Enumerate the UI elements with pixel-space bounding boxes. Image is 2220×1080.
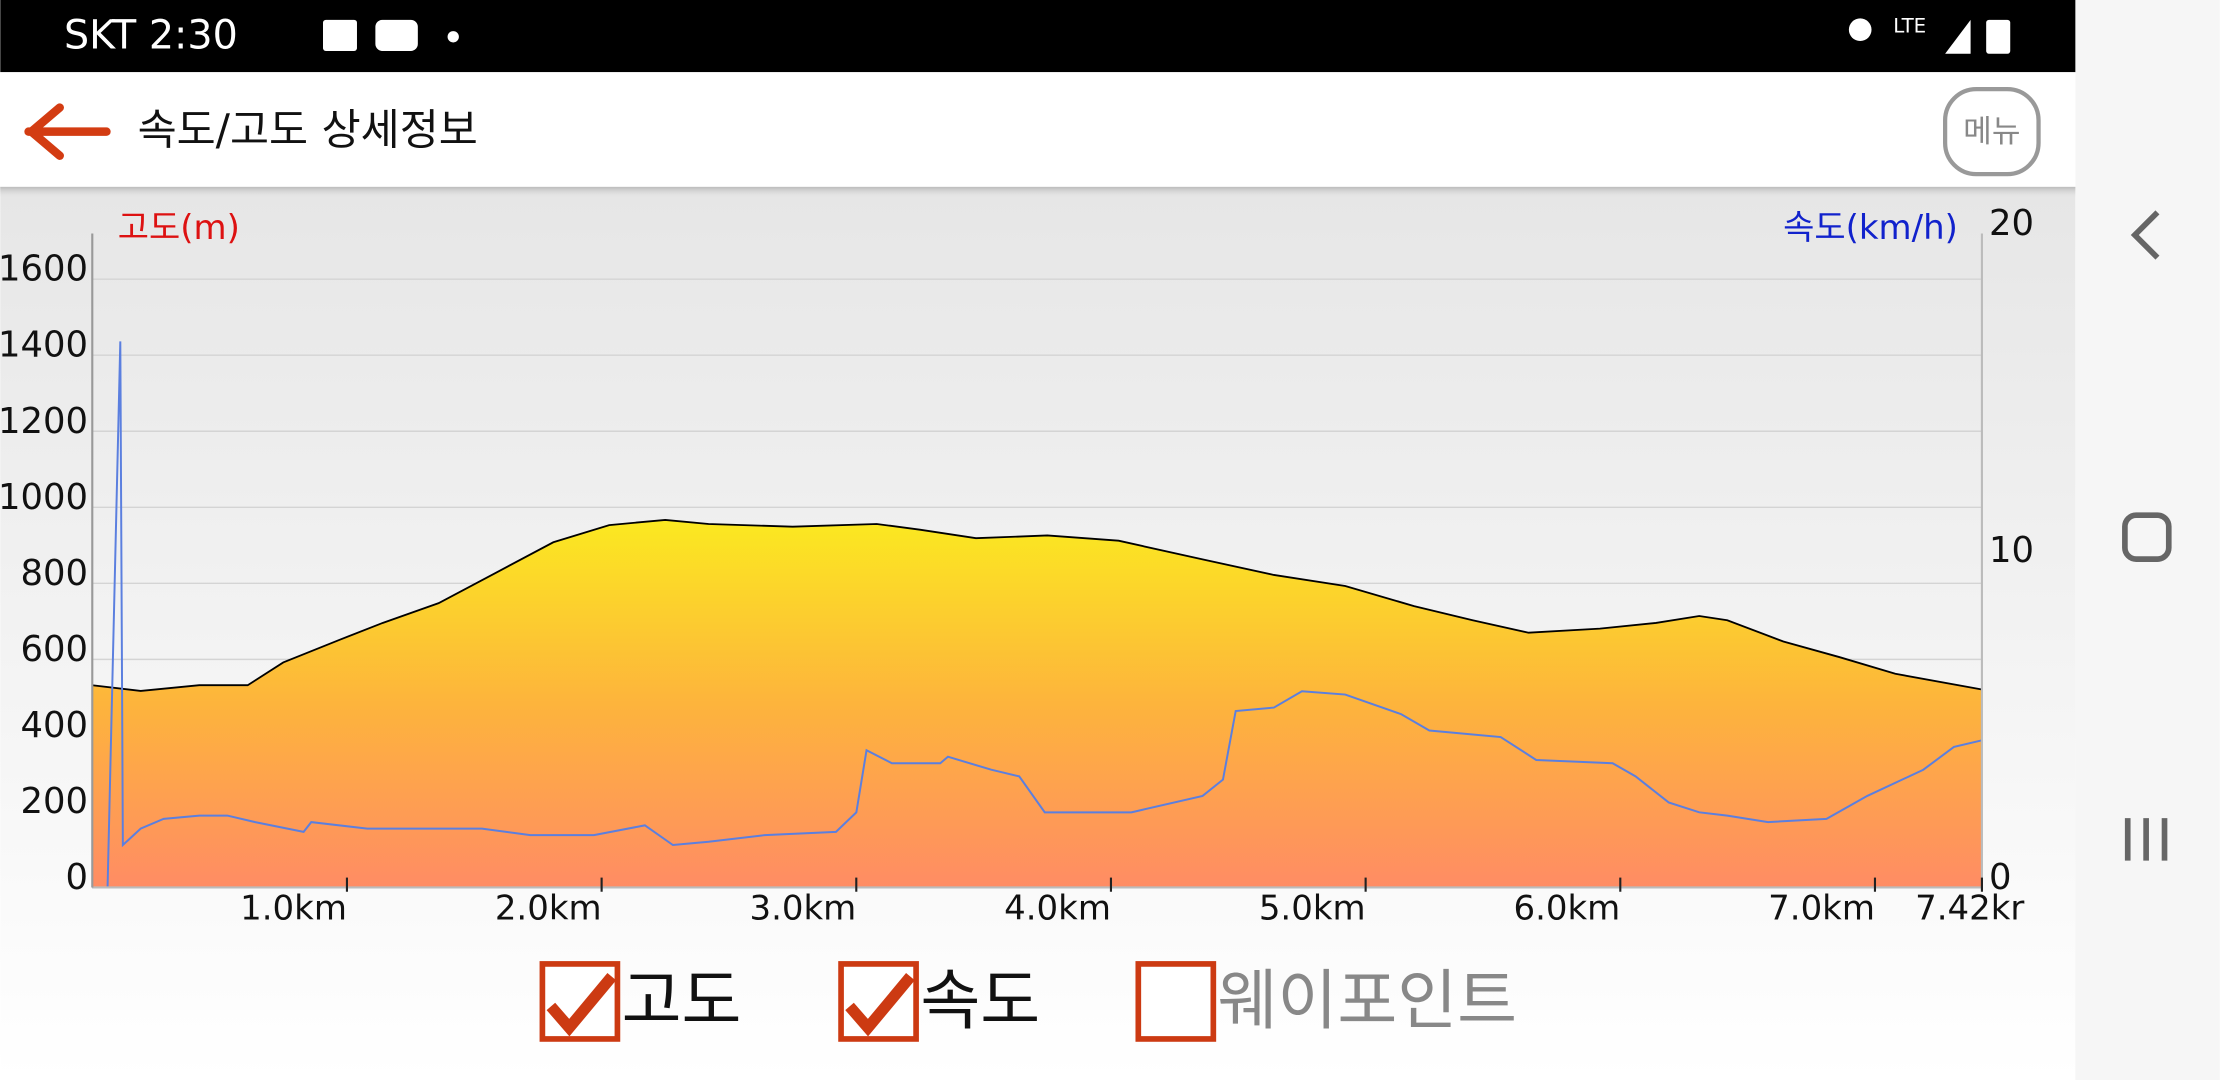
chart: 0 200 400 600 800 1000 1200 1400 1600 0 10 20 고도(m) 속… — [0, 203, 2034, 929]
speed-line — [92, 341, 1983, 889]
altitude-outline — [92, 518, 1983, 692]
checkbox-label[interactable]: 웨이포인트 — [1218, 964, 1518, 1039]
header — [0, 72, 2076, 187]
nav-home[interactable] — [2122, 512, 2172, 562]
carrier-time: SKT 2:30 — [64, 13, 238, 59]
checkmark[interactable] — [546, 973, 617, 1037]
y-tick-label: 0 — [66, 857, 89, 898]
header-shadow — [0, 186, 2076, 199]
y-tick-label: 1200 — [0, 401, 88, 442]
checkbox-label[interactable]: 속도 — [920, 964, 1040, 1039]
nav-recents[interactable] — [2124, 818, 2168, 861]
y2-tick-label: 0 — [1989, 857, 2012, 898]
nav-back[interactable] — [2130, 210, 2160, 260]
checkbox[interactable] — [1135, 961, 1217, 1042]
altitude-area — [92, 519, 1982, 888]
x-tick-label: 4.0km — [1004, 889, 1111, 929]
y2-tick-label: 10 — [1989, 530, 2034, 571]
x-tick-label: 1.0km — [240, 889, 347, 929]
back-button[interactable] — [24, 103, 111, 160]
page-title: 속도/고도 상세정보 — [138, 107, 478, 156]
menu-label[interactable]: 메뉴 — [1963, 114, 2020, 150]
x-tick-label: 5.0km — [1259, 889, 1366, 929]
y-tick-label: 1400 — [0, 325, 88, 366]
x-tick-label: 7.0km — [1768, 889, 1875, 929]
y2-tick-label: 20 — [1989, 203, 2034, 244]
status-icons — [323, 18, 2011, 54]
y2-axis-label: 속도(km/h) — [1783, 208, 1958, 248]
nav-bar — [2075, 0, 2220, 1080]
menu-button[interactable] — [1943, 87, 2041, 177]
y-tick-label: 800 — [21, 553, 89, 594]
x-tick-label: 7.42kr — [1915, 889, 2024, 929]
y-tick-label: 600 — [21, 629, 89, 670]
checkbox-label[interactable]: 고도 — [622, 964, 742, 1039]
y-tick-label: 1000 — [0, 477, 88, 518]
y-tick-label: 400 — [21, 705, 89, 746]
checkmark[interactable] — [845, 973, 915, 1037]
status-bar — [0, 0, 2076, 73]
y-tick-label: 1600 — [0, 249, 88, 290]
x-tick-label: 6.0km — [1513, 889, 1620, 929]
y-axis-label: 고도(m) — [118, 208, 240, 248]
checkbox-row: 고도 속도 웨이포인트 — [539, 961, 1518, 1042]
network: LTE — [1893, 14, 1926, 37]
x-tick-label: 3.0km — [749, 889, 856, 929]
x-tick-label: 2.0km — [495, 889, 602, 929]
y-tick-label: 200 — [21, 781, 89, 822]
